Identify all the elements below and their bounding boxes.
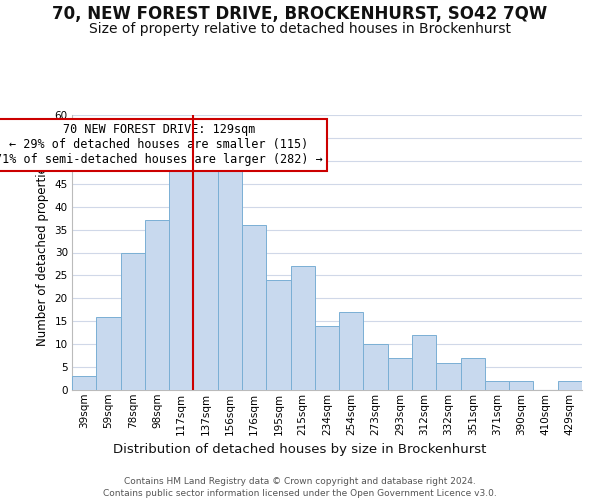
Y-axis label: Number of detached properties: Number of detached properties: [36, 160, 49, 346]
Bar: [72, 376, 96, 390]
Bar: [339, 312, 364, 390]
Bar: [290, 266, 315, 390]
Bar: [364, 344, 388, 390]
Bar: [121, 252, 145, 390]
Text: Contains HM Land Registry data © Crown copyright and database right 2024.
Contai: Contains HM Land Registry data © Crown c…: [103, 476, 497, 498]
Bar: [412, 335, 436, 390]
Text: 70, NEW FOREST DRIVE, BROCKENHURST, SO42 7QW: 70, NEW FOREST DRIVE, BROCKENHURST, SO42…: [52, 5, 548, 23]
Bar: [509, 381, 533, 390]
Bar: [388, 358, 412, 390]
Bar: [96, 316, 121, 390]
Text: Size of property relative to detached houses in Brockenhurst: Size of property relative to detached ho…: [89, 22, 511, 36]
Bar: [266, 280, 290, 390]
Bar: [145, 220, 169, 390]
Text: Distribution of detached houses by size in Brockenhurst: Distribution of detached houses by size …: [113, 442, 487, 456]
Bar: [436, 362, 461, 390]
Bar: [242, 225, 266, 390]
Bar: [461, 358, 485, 390]
Bar: [315, 326, 339, 390]
Bar: [169, 161, 193, 390]
Bar: [558, 381, 582, 390]
Text: 70 NEW FOREST DRIVE: 129sqm
← 29% of detached houses are smaller (115)
71% of se: 70 NEW FOREST DRIVE: 129sqm ← 29% of det…: [0, 123, 323, 166]
Bar: [485, 381, 509, 390]
Bar: [193, 170, 218, 390]
Bar: [218, 170, 242, 390]
